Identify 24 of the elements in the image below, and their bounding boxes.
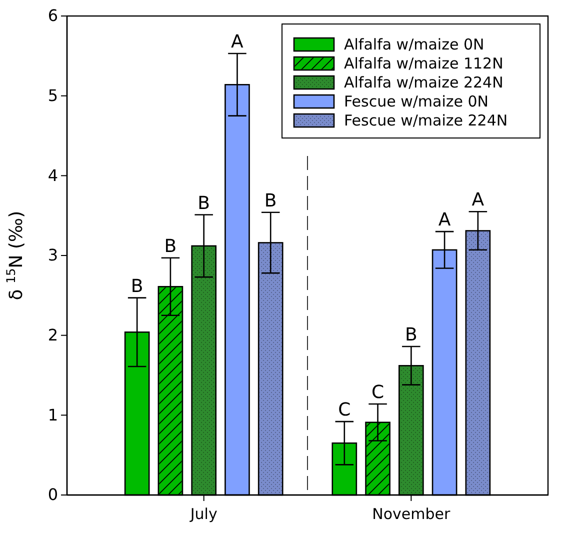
y-tick-label: 2 (48, 325, 58, 344)
y-tick-label: 0 (48, 485, 58, 504)
x-tick-label: November (372, 505, 452, 523)
data-label: B (164, 236, 177, 257)
data-label: B (198, 192, 210, 214)
y-tick-label: 5 (48, 86, 58, 105)
legend-label: Alfalfa w/maize 0N (344, 36, 484, 54)
x-tick-label: July (189, 505, 218, 523)
data-label: C (338, 400, 351, 421)
data-label: A (472, 190, 485, 211)
y-tick-label: 3 (48, 246, 58, 265)
y-tick-label: 1 (48, 405, 58, 424)
legend-label: Fescue w/maize 0N (344, 92, 489, 110)
y-tick-label: 4 (48, 166, 58, 185)
legend-label: Alfalfa w/maize 224N (344, 74, 504, 92)
data-label: A (231, 32, 244, 53)
data-label: C (371, 382, 384, 403)
legend-label: Alfalfa w/maize 112N (344, 54, 504, 72)
y-tick-label: 6 (48, 6, 58, 26)
data-label: A (438, 210, 452, 231)
legend-label: Fescue w/maize 224N (344, 112, 508, 130)
data-label: B (404, 324, 418, 346)
data-label: B (264, 190, 277, 212)
data-label: B (130, 276, 144, 297)
